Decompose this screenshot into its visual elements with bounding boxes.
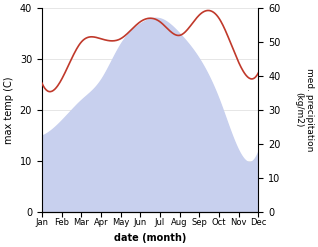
X-axis label: date (month): date (month) [114, 233, 186, 243]
Y-axis label: med. precipitation
(kg/m2): med. precipitation (kg/m2) [294, 68, 314, 152]
Y-axis label: max temp (C): max temp (C) [4, 76, 14, 144]
